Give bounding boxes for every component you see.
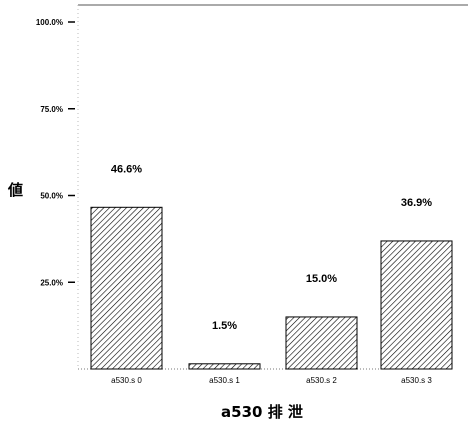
bar-labels: 46.6% a530.s 0 1.5% a530.s 1 15.0% a530.s 2 36…: [111, 163, 432, 385]
bar: [90, 206, 163, 370]
y-tick-label: 75.0%: [40, 105, 63, 114]
bar-value-label: 46.6%: [111, 163, 142, 175]
x-tick-label: a530.s 2: [306, 376, 337, 385]
bar-value-label: 15.0%: [306, 273, 337, 285]
x-tick-label: a530.s 3: [401, 376, 432, 385]
y-tick-label: 50.0%: [40, 192, 63, 201]
bar: [380, 240, 453, 370]
bar: [285, 316, 358, 370]
x-axis-title: a530 排 泄: [221, 403, 303, 421]
x-tick-label: a530.s 0: [111, 376, 142, 385]
bar-value-label: 36.9%: [401, 197, 432, 209]
x-tick-label: a530.s 1: [209, 376, 240, 385]
bar: [188, 363, 261, 370]
bar-value-label: 1.5%: [212, 320, 237, 332]
y-tick-label: 25.0%: [40, 278, 63, 287]
y-tick-label: 100.0%: [36, 18, 63, 27]
y-axis-title: 値: [7, 181, 23, 199]
y-axis-ticks: 25.0% 50.0% 75.0% 100.0%: [36, 18, 75, 287]
bars: [90, 206, 453, 370]
